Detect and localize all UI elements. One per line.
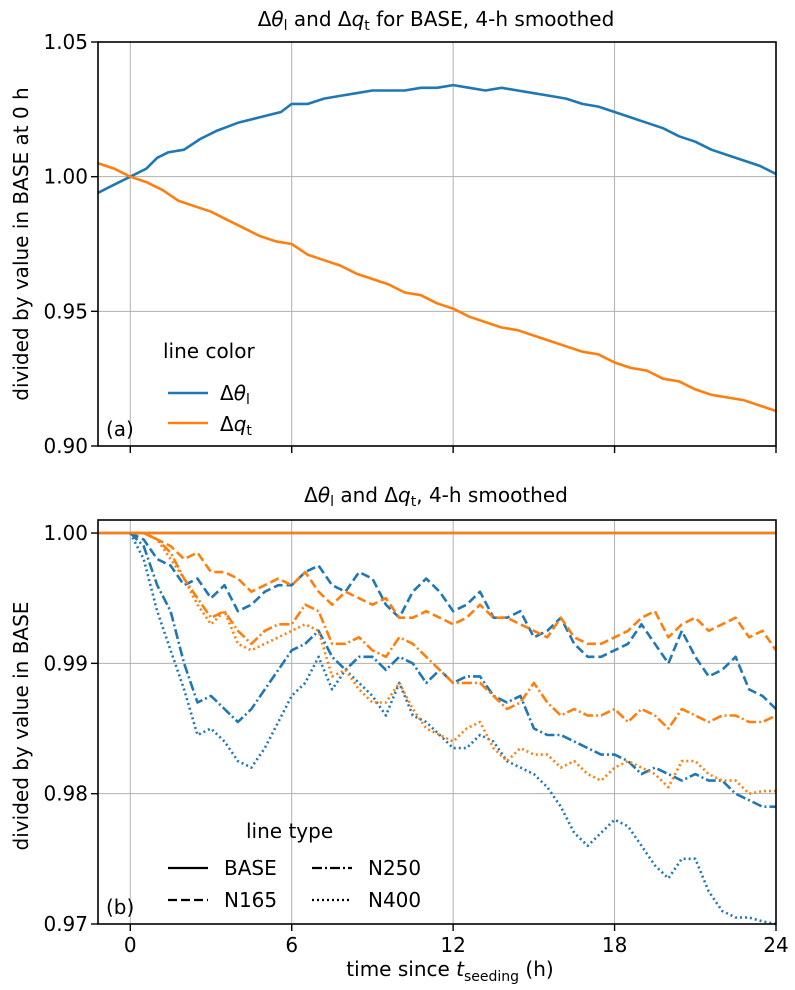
legend-b-title: line type [246,819,333,843]
panel-a-frame [97,41,777,447]
series-n400-l [129,532,776,926]
panel-b-series [98,531,776,926]
panel-a-ticks: 0.90 0.95 1.00 1.05 [43,30,777,458]
x-tick-label: 0 [124,933,137,957]
series-n250-qt [130,531,776,730]
panel-a-series [98,83,776,413]
panel-b-label: (b) [106,895,134,919]
panel-b: 0 6 12 18 24 0.97 0.98 0.99 1.00 Δθl and Δqt, 4-… [9,483,789,985]
panel-b-ylabel: divided by value in BASE [9,602,33,851]
panel-b-ticks: 0 6 12 18 24 0.97 0.98 0.99 1.00 [43,521,788,957]
x-tick-label: 12 [440,933,465,957]
y-tick-label: 0.95 [43,299,88,323]
legend-a-entry-theta: Δθl [220,381,250,408]
y-tick-label: 1.05 [43,30,88,54]
series-n165-qt [130,531,776,652]
panel-b-title: Δθl and Δqt, 4-h smoothed [304,483,568,510]
series-n165-l [129,531,776,710]
legend-b-entry-n400: N400 [368,888,421,912]
legend-b-entry-n165: N165 [224,888,277,912]
x-tick-label: 6 [285,933,298,957]
y-tick-label: 0.98 [43,782,88,806]
y-tick-label: 0.97 [43,912,88,936]
series-qt [98,161,776,413]
x-tick-label: 24 [763,933,788,957]
series-l [98,83,776,194]
panel-b-legend: line type BASE N165 N250 N400 [168,819,421,912]
y-tick-label: 0.99 [43,651,88,675]
panel-a-label: (a) [106,417,134,441]
y-tick-label: 1.00 [43,521,88,545]
y-tick-label: 1.00 [43,165,88,189]
panel-b-frame [97,519,777,925]
panel-b-xlabel: time since tseeding (h) [346,957,553,985]
series-n400-qt [130,531,776,796]
panel-a-ylabel: divided by value in BASE at 0 h [9,87,33,400]
panel-a: 0.90 0.95 1.00 1.05 Δθl and Δqt for BASE, 4… [9,7,777,458]
legend-b-entry-n250: N250 [368,856,421,880]
x-tick-label: 18 [602,933,627,957]
y-tick-label: 0.90 [43,434,88,458]
legend-b-entry-base: BASE [224,856,277,880]
legend-a-title: line color [163,339,255,363]
panel-a-legend: line color Δθl Δqt [163,339,255,439]
panel-a-title: Δθl and Δqt for BASE, 4-h smoothed [258,7,615,34]
